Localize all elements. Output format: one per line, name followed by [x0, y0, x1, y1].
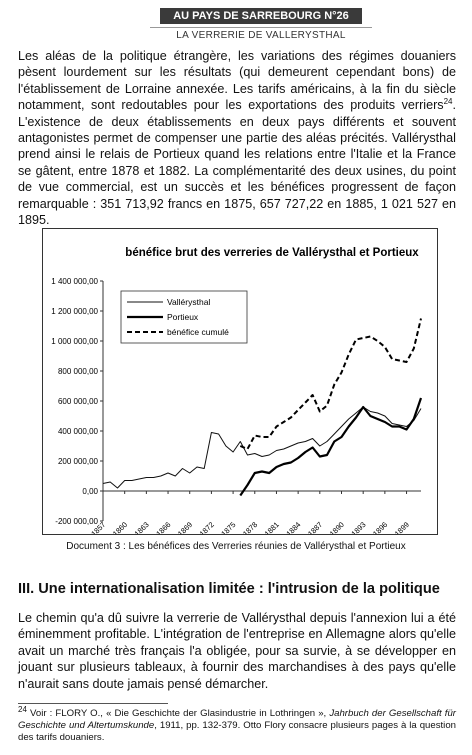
footnote-number: 24: [18, 704, 27, 714]
x-tick-label: 1875: [219, 520, 237, 534]
x-tick-label: 1887: [306, 520, 324, 534]
x-tick-label: 1890: [328, 520, 346, 534]
x-tick-label: 1893: [349, 520, 367, 534]
header-title: AU PAYS DE SARREBOURG N°26: [160, 8, 362, 24]
x-tick-label: 1860: [111, 520, 129, 534]
x-tick-label: 1863: [133, 520, 151, 534]
x-tick-label: 1869: [176, 520, 194, 534]
x-tick-label: 1899: [393, 520, 411, 534]
series-line: [239, 318, 422, 450]
footnote-rule: [18, 703, 168, 704]
chart-title: bénéfice brut des verreries de Valléryst…: [125, 247, 419, 259]
y-tick-label: 1 200 000,00: [51, 307, 98, 316]
y-tick-label: 800 000,00: [58, 367, 99, 376]
header-subtitle: LA VERRERIE DE VALLERYSTHAL: [176, 30, 346, 41]
x-tick-label: 1896: [371, 520, 389, 534]
y-tick-label: 1 400 000,00: [51, 277, 98, 286]
y-tick-label: 600 000,00: [58, 397, 99, 406]
paragraph: Le chemin qu'a dû suivre la verrerie de …: [18, 611, 456, 691]
x-tick-label: 1878: [241, 520, 259, 534]
y-tick-label: 0,00: [82, 487, 98, 496]
paragraph: Les aléas de la politique étrangère, les…: [18, 48, 456, 228]
y-tick-label: -200 000,00: [55, 517, 98, 526]
text: Les aléas de la politique étrangère, les…: [18, 49, 456, 113]
series-line: [239, 397, 423, 497]
legend-label: Vallérysthal: [167, 297, 210, 307]
text: . L'existence de deux établissements en …: [18, 98, 456, 228]
caption: Document 3 : Les bénéfices des Verreries…: [66, 541, 406, 552]
header-rule: [150, 27, 372, 28]
footnote: 24 Voir : FLORY O., « Die Geschichte der…: [18, 704, 456, 744]
y-tick-label: 1 000 000,00: [51, 337, 98, 346]
chart: bénéfice brut des verreries de Valléryst…: [51, 247, 423, 538]
x-tick-label: 1866: [154, 520, 172, 534]
y-tick-label: 200 000,00: [58, 457, 99, 466]
x-tick-label: 1881: [263, 520, 281, 534]
x-tick-label: 1872: [198, 520, 216, 534]
section-heading: III. Une internationalisation limitée : …: [18, 581, 440, 597]
series-line: [102, 406, 422, 489]
footnote-ref: 24: [443, 97, 453, 107]
y-tick-label: 400 000,00: [58, 427, 99, 436]
chart-frame: bénéfice brut des verreries de Valléryst…: [42, 228, 438, 538]
text: Voir : FLORY O., « Die Geschichte der Gl…: [26, 708, 330, 719]
x-tick-label: 1884: [284, 520, 302, 534]
legend-label: Portieux: [167, 312, 199, 322]
legend-label: bénéfice cumulé: [167, 327, 229, 337]
text: , 1911, pp. 132-379. Otto Flory consacre…: [18, 720, 456, 743]
journal-title: Jahrbuch der Gesellschaft für Geschichte…: [18, 708, 456, 731]
